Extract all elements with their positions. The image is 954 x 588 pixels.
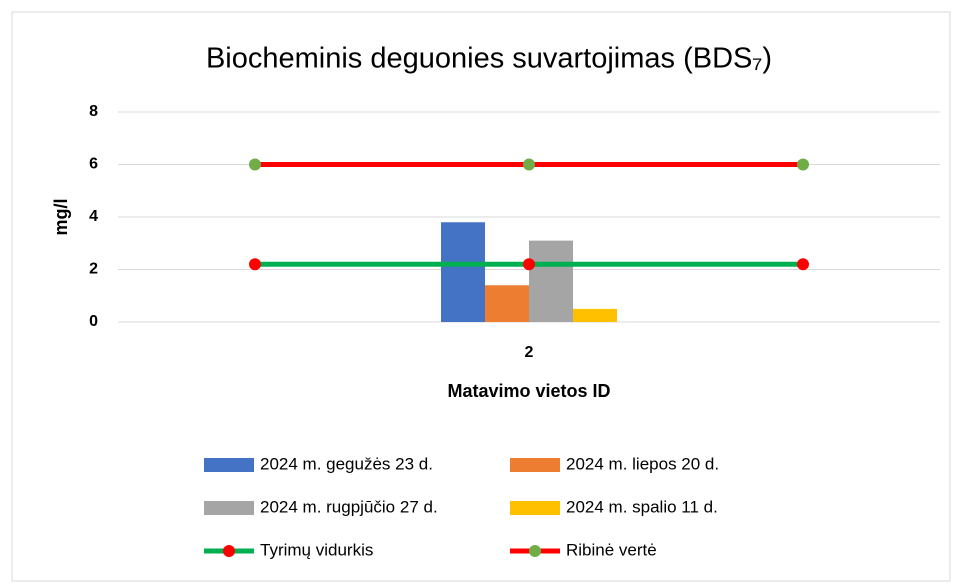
- bar: [485, 285, 529, 322]
- line-marker: [797, 158, 809, 171]
- legend-marker: [529, 545, 541, 557]
- line-marker: [523, 258, 535, 271]
- chart-title: Biocheminis deguonies suvartojimas (BDS₇…: [206, 43, 772, 75]
- legend-label: 2024 m. spalio 11 d.: [566, 497, 718, 516]
- legend-label: 2024 m. liepos 20 d.: [566, 454, 719, 473]
- y-tick-label: 4: [89, 208, 98, 225]
- legend-swatch: [204, 501, 254, 515]
- legend-label: 2024 m. gegužės 23 d.: [260, 454, 433, 473]
- x-tick-label: 2: [525, 344, 534, 361]
- legend-swatch: [510, 458, 560, 472]
- line-marker: [797, 258, 809, 271]
- y-tick-label: 6: [89, 156, 98, 173]
- bar: [573, 308, 617, 322]
- legend-swatch: [204, 458, 254, 472]
- legend-marker: [223, 545, 235, 557]
- bar: [441, 222, 485, 322]
- y-tick-label: 8: [89, 103, 98, 120]
- bar: [529, 240, 573, 322]
- legend-label: 2024 m. rugpjūčio 27 d.: [260, 497, 438, 516]
- y-tick-label: 2: [89, 261, 98, 278]
- line-marker: [249, 158, 261, 171]
- line-marker: [523, 158, 535, 171]
- y-tick-label: 0: [89, 313, 98, 330]
- legend-swatch: [510, 501, 560, 515]
- legend-label: Ribinė vertė: [566, 540, 657, 559]
- x-axis-label: Matavimo vietos ID: [447, 381, 610, 401]
- legend-label: Tyrimų vidurkis: [260, 540, 373, 559]
- y-axis-label: mg/l: [51, 198, 71, 235]
- line-marker: [249, 258, 261, 271]
